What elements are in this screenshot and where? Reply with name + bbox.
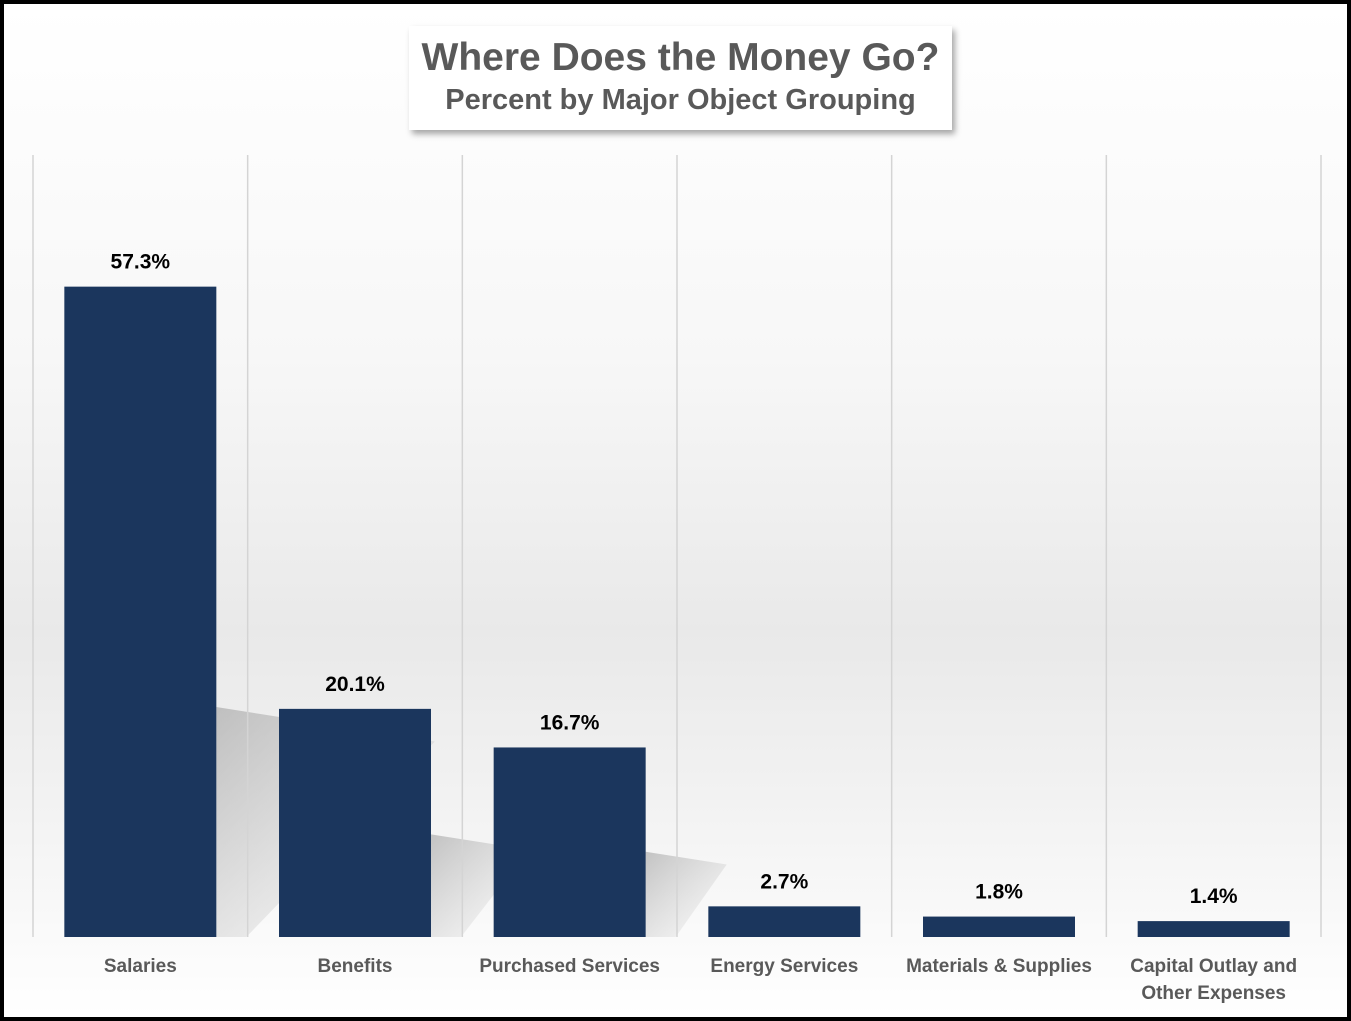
bar-shadow bbox=[645, 851, 727, 937]
value-label: 20.1% bbox=[325, 673, 385, 696]
value-label: 16.7% bbox=[540, 711, 600, 734]
value-label: 2.7% bbox=[760, 870, 808, 893]
category-label: Capital Outlay and Other Expenses bbox=[1130, 956, 1297, 1004]
title-box: Where Does the Money Go? Percent by Majo… bbox=[409, 26, 952, 130]
bar-salaries bbox=[64, 286, 217, 937]
chart-subtitle: Percent by Major Object Grouping bbox=[445, 84, 916, 116]
bar-energy-services bbox=[708, 906, 861, 937]
category-label: Energy Services bbox=[710, 956, 858, 977]
gridlines bbox=[32, 155, 1322, 937]
category-label: Benefits bbox=[318, 956, 393, 977]
category-label: Purchased Services bbox=[479, 956, 660, 977]
bar-benefits bbox=[279, 708, 431, 937]
value-label: 1.4% bbox=[1190, 885, 1238, 908]
bar-capital-outlay-and-other-expenses bbox=[1137, 921, 1290, 937]
category-label: Materials & Supplies bbox=[906, 956, 1092, 977]
chart-title: Where Does the Money Go? bbox=[421, 36, 940, 79]
value-label: 1.8% bbox=[975, 881, 1023, 904]
bar-purchased-services bbox=[493, 747, 646, 937]
bars bbox=[64, 286, 1290, 937]
category-labels: Salaries Benefits Purchased Services Energy… bbox=[104, 956, 1297, 1004]
bar-materials-supplies bbox=[923, 916, 1075, 937]
value-label: 57.3% bbox=[111, 251, 171, 274]
value-labels: 57.3% 20.1% 16.7% 2.7% 1.8% 1.4% bbox=[111, 251, 1238, 908]
category-label: Salaries bbox=[104, 956, 177, 977]
